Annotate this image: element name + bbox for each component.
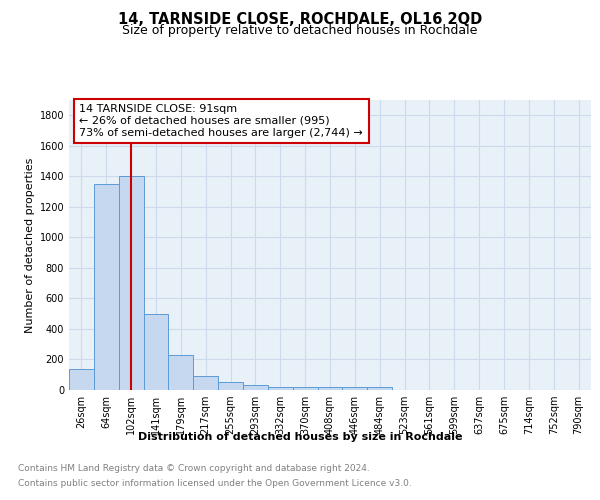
Bar (169, 355, 193, 390)
Text: Size of property relative to detached houses in Rochdale: Size of property relative to detached ho… (122, 24, 478, 37)
Bar (94, 184, 119, 390)
Bar (243, 386, 268, 390)
Bar (317, 387, 343, 390)
Bar (343, 387, 367, 390)
Bar (367, 387, 392, 390)
Text: Contains HM Land Registry data © Crown copyright and database right 2024.: Contains HM Land Registry data © Crown c… (18, 464, 370, 473)
Bar (69, 368, 94, 390)
Text: 14, TARNSIDE CLOSE, ROCHDALE, OL16 2QD: 14, TARNSIDE CLOSE, ROCHDALE, OL16 2QD (118, 12, 482, 28)
Bar (119, 176, 143, 390)
Bar (268, 387, 293, 390)
Text: Distribution of detached houses by size in Rochdale: Distribution of detached houses by size … (138, 432, 462, 442)
Bar (293, 387, 317, 390)
Y-axis label: Number of detached properties: Number of detached properties (25, 158, 35, 332)
Text: Contains public sector information licensed under the Open Government Licence v3: Contains public sector information licen… (18, 478, 412, 488)
Text: 14 TARNSIDE CLOSE: 91sqm
← 26% of detached houses are smaller (995)
73% of semi-: 14 TARNSIDE CLOSE: 91sqm ← 26% of detach… (79, 104, 363, 138)
Bar (193, 376, 218, 390)
Bar (143, 314, 169, 390)
Bar (218, 382, 243, 390)
